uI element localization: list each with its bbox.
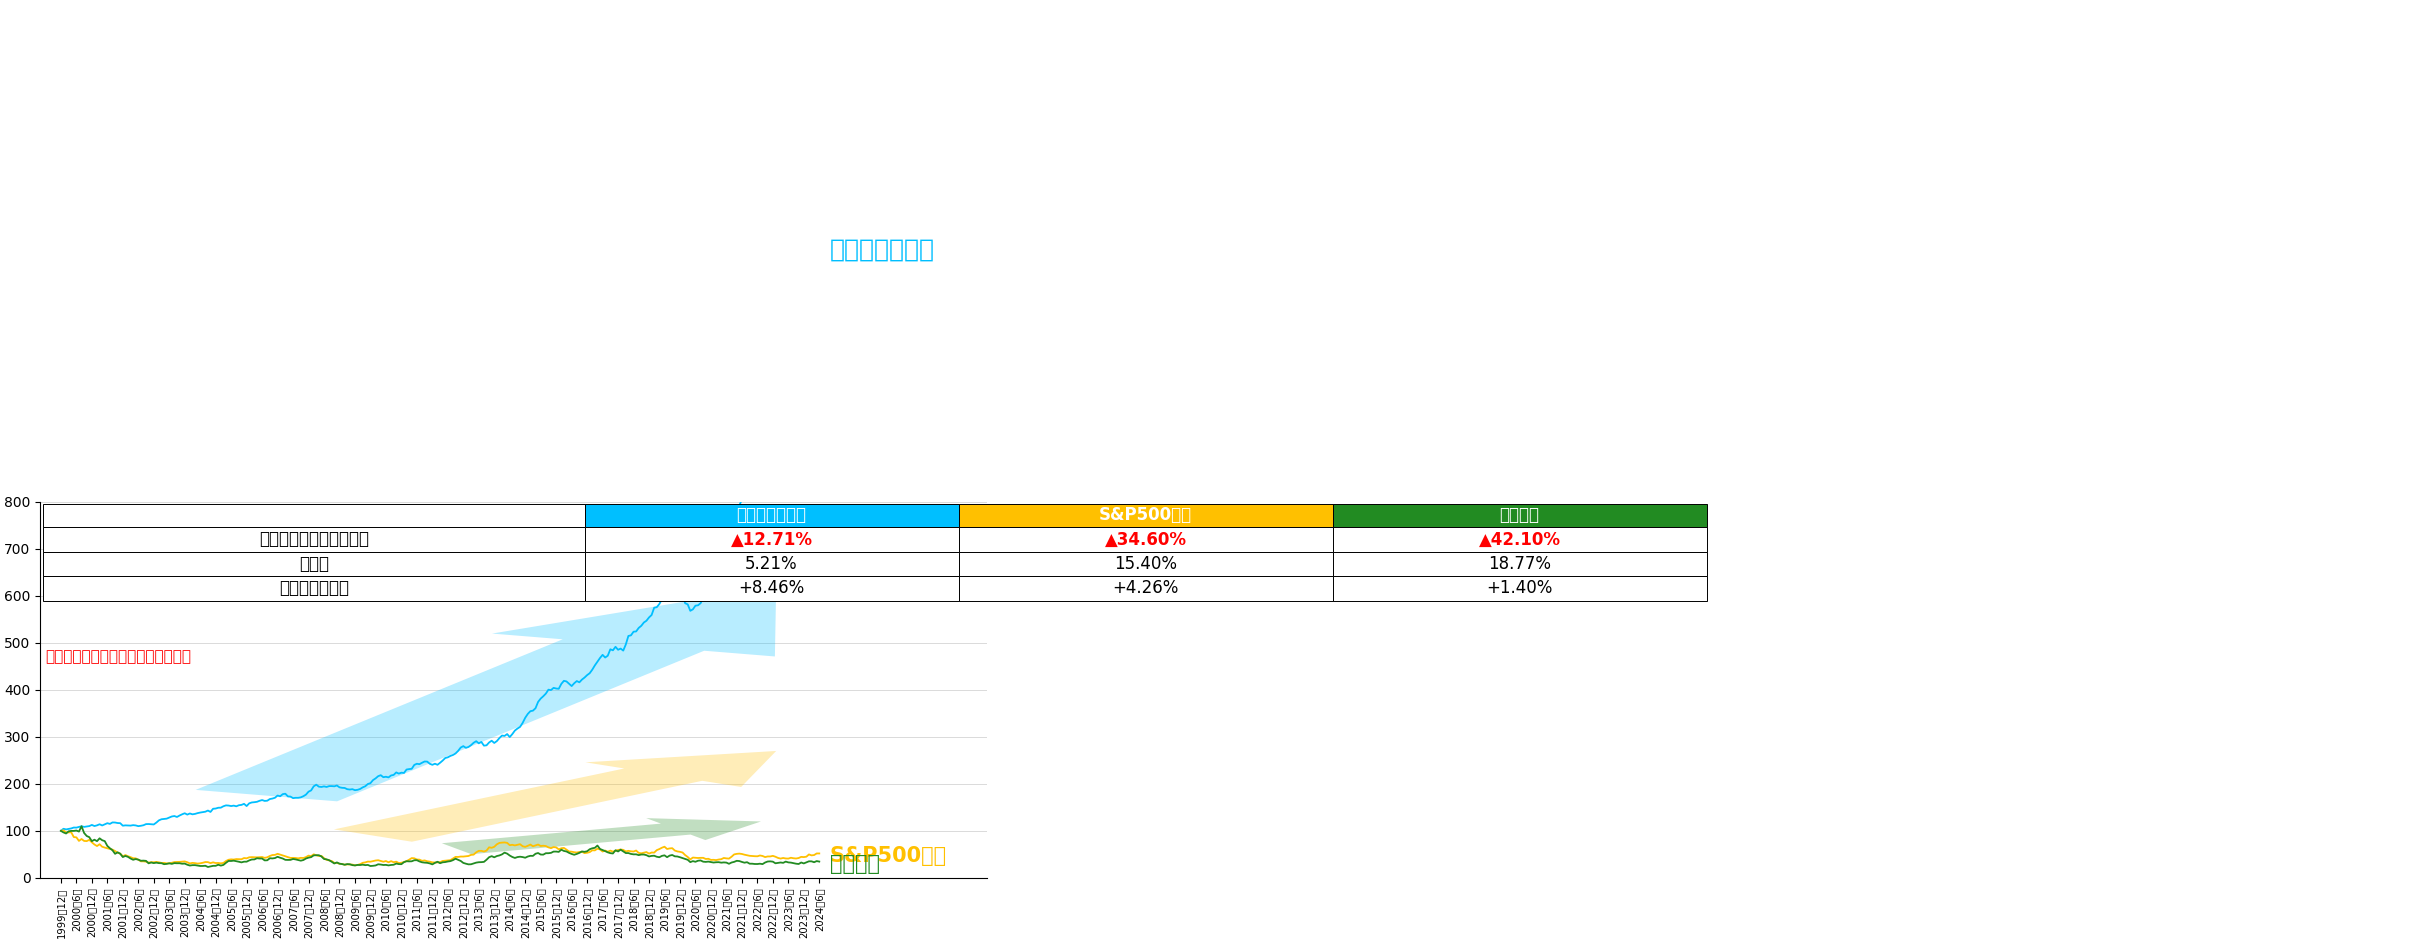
Text: リスク: リスク xyxy=(299,555,328,573)
Text: 年平均リターン: 年平均リターン xyxy=(278,579,348,597)
Bar xyxy=(43,504,584,528)
Bar xyxy=(584,504,958,528)
Bar xyxy=(958,504,1333,528)
Polygon shape xyxy=(442,818,760,854)
Bar xyxy=(584,552,958,577)
Text: 15.40%: 15.40% xyxy=(1115,555,1178,573)
Text: +8.46%: +8.46% xyxy=(739,579,804,597)
Bar xyxy=(958,528,1333,552)
Text: ヘッジファンド: ヘッジファンド xyxy=(736,507,806,525)
Text: +4.26%: +4.26% xyxy=(1113,579,1178,597)
Text: ▲42.10%: ▲42.10% xyxy=(1480,530,1559,548)
Bar xyxy=(958,552,1333,577)
Text: ▲12.71%: ▲12.71% xyxy=(731,530,814,548)
Text: ヘッジファンド: ヘッジファンド xyxy=(830,238,934,262)
Bar xyxy=(1333,504,1707,528)
Text: +1.40%: +1.40% xyxy=(1487,579,1552,597)
Text: ▲34.60%: ▲34.60% xyxy=(1106,530,1188,548)
Bar xyxy=(584,577,958,601)
Bar xyxy=(1333,528,1707,552)
Text: 年間最大損失（危機時）: 年間最大損失（危機時） xyxy=(258,530,369,548)
Text: 18.77%: 18.77% xyxy=(1487,555,1552,573)
Bar xyxy=(43,552,584,577)
Polygon shape xyxy=(333,751,777,842)
Bar xyxy=(43,528,584,552)
Text: 日経平均: 日経平均 xyxy=(830,854,879,874)
Bar xyxy=(43,577,584,601)
Text: S&P500指数: S&P500指数 xyxy=(1098,507,1193,525)
Bar xyxy=(584,528,958,552)
Polygon shape xyxy=(196,587,777,802)
Bar xyxy=(1333,577,1707,601)
Text: 下落耗性の強さがリターンの源況に: 下落耗性の強さがリターンの源況に xyxy=(46,650,191,665)
Bar xyxy=(958,577,1333,601)
Bar xyxy=(1333,552,1707,577)
Text: S&P500指数: S&P500指数 xyxy=(830,846,946,866)
Text: 日経平均: 日経平均 xyxy=(1499,507,1540,525)
Text: 5.21%: 5.21% xyxy=(746,555,799,573)
